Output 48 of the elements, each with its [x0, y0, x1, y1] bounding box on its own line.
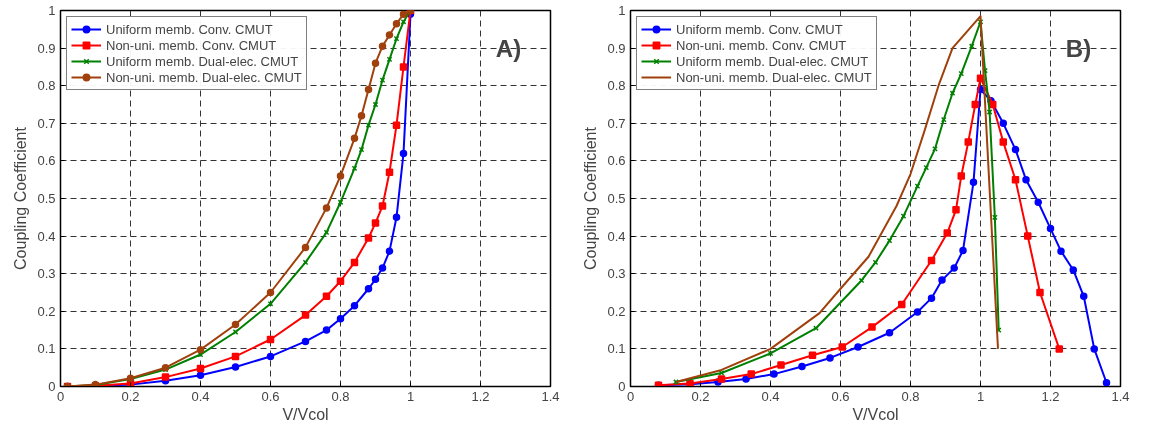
y-tick-label: 0.6	[37, 153, 56, 169]
x-tick-label: 1	[976, 388, 985, 404]
y-tick-label: 0.9	[607, 40, 626, 56]
x-tick-label: 0.2	[121, 388, 140, 404]
x-tick-label: 1.2	[471, 388, 490, 404]
x-tick-label: 0.4	[191, 388, 210, 404]
legend-label: Uniform memb. Dual-elec. CMUT	[676, 53, 869, 69]
y-tick-label: 0.1	[607, 341, 626, 357]
y-tick-label: 0.5	[607, 191, 626, 206]
y-tick-label: 0.7	[607, 115, 626, 131]
x-tick-label: 1.2	[1041, 388, 1060, 404]
y-tick-label: 0.8	[37, 78, 56, 94]
legend-label: Uniform memb. Dual-elec. CMUT	[106, 53, 299, 69]
y-tick-label: 1	[48, 3, 56, 18]
y-tick-label: 0.7	[37, 115, 56, 131]
annotation: A)	[495, 34, 522, 62]
y-axis-title: Coupling Coefficient	[12, 126, 30, 270]
y-axis-title: Coupling Coefficient	[582, 126, 600, 270]
x-tick-label: 1.4	[541, 388, 560, 404]
legend-label: Non-uni. memb. Conv. CMUT	[676, 37, 847, 53]
y-tick-label: 0.3	[607, 266, 626, 282]
x-tick-label: 0.6	[831, 388, 850, 404]
x-tick-label: 1	[406, 388, 415, 404]
x-tick-label: 0.8	[901, 388, 920, 404]
y-tick-label: 0.2	[607, 303, 626, 319]
legend-label: Non-uni. memb. Conv. CMUT	[106, 37, 277, 53]
annotation: B)	[1065, 34, 1092, 62]
x-axis-title: V/Vcol	[282, 405, 329, 423]
legend-label: Non-uni. memb. Dual-elec. CMUT	[106, 69, 302, 85]
legend-label: Non-uni. memb. Dual-elec. CMUT	[676, 69, 872, 85]
y-tick-label: 0.8	[607, 78, 626, 94]
y-tick-label: 0.9	[37, 40, 56, 56]
y-tick-label: 0.5	[37, 191, 56, 206]
x-tick-label: 0.2	[691, 388, 710, 404]
y-tick-label: 0.1	[37, 341, 56, 357]
x-tick-label: 1.4	[1111, 388, 1130, 404]
y-tick-label: 0.2	[37, 303, 56, 319]
y-tick-label: 0.4	[37, 228, 56, 244]
y-tick-label: 0.4	[607, 228, 626, 244]
x-tick-label: 0.6	[261, 388, 280, 404]
y-tick-label: 1	[618, 3, 626, 18]
legend-label: Uniform memb. Conv. CMUT	[676, 21, 843, 37]
legend-label: Uniform memb. Conv. CMUT	[106, 21, 273, 37]
x-tick-label: 0.8	[331, 388, 350, 404]
x-tick-label: 0.4	[761, 388, 780, 404]
y-tick-label: 0.3	[37, 266, 56, 282]
y-tick-label: 0.6	[607, 153, 626, 169]
x-axis-title: V/Vcol	[852, 405, 899, 423]
